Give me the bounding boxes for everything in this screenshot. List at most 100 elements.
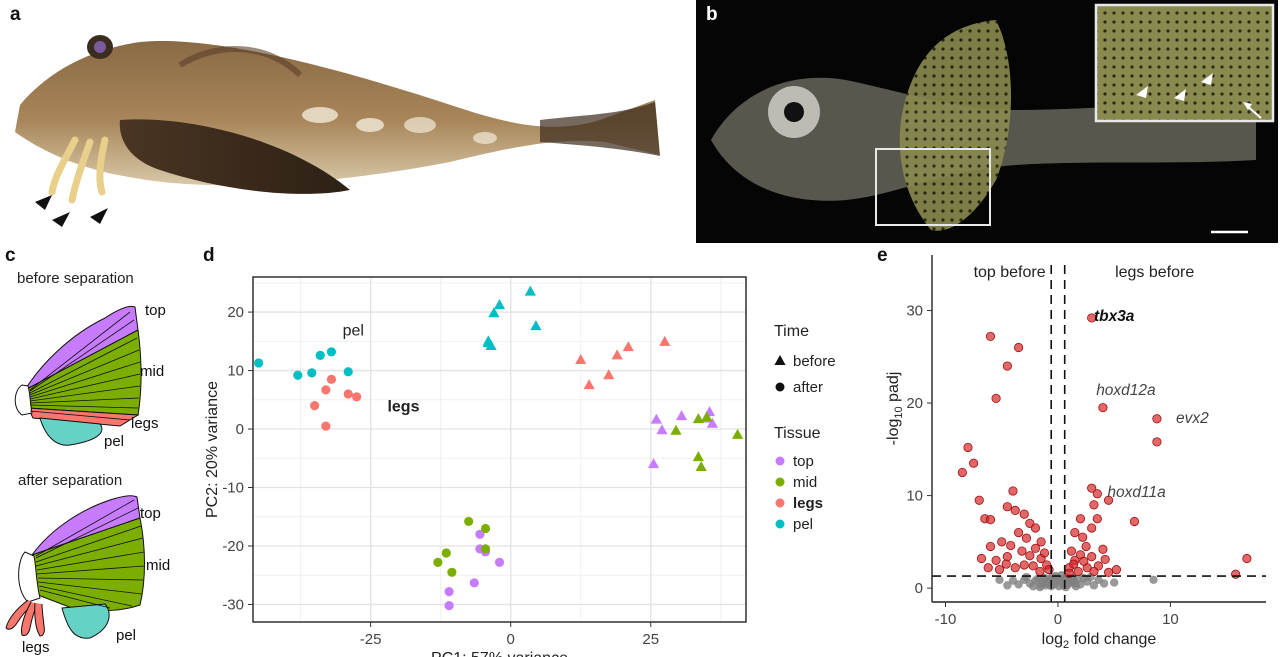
pca-scatter-plot: -25 0 25 -30 -20 -10 0 10 20 PC1: 57% variance PC2… (204, 276, 836, 657)
gene-point-sig (957, 467, 967, 478)
gene-label: hoxd11a (1107, 484, 1166, 501)
legend-swatch-mid (775, 477, 785, 487)
fish-tail (540, 102, 660, 156)
gene-point-sig (1087, 483, 1097, 493)
gene-point-sig (969, 458, 979, 468)
gene-point-sig (1103, 495, 1114, 505)
point-top-after (444, 586, 454, 597)
gene-point-sig (1087, 552, 1097, 562)
gene-point-ns (1029, 582, 1038, 591)
gene-point-sig (1070, 527, 1080, 538)
point-pel-before (524, 285, 536, 296)
point-mid-before (701, 411, 713, 422)
y-tick-label: 20 (906, 395, 923, 412)
gene-point-sig (1098, 544, 1108, 554)
legend-swatch-legs (775, 498, 785, 508)
gene-point-sig (963, 442, 973, 453)
annotation-label: pel (343, 322, 364, 339)
gene-point-sig (1081, 541, 1091, 552)
gene-point-sig (1028, 561, 1038, 571)
point-legs-before (575, 354, 587, 365)
volcano-plot: -10 0 10 0 10 20 30 log2 fold change -log10 padj… (885, 255, 1266, 651)
gene-point-sig (1089, 566, 1099, 577)
gene-point-ns (1089, 581, 1099, 590)
label-mid-before: mid (140, 363, 164, 380)
point-pel-after (315, 350, 325, 360)
gene-point-sig (1002, 361, 1012, 371)
point-pel-after (343, 367, 353, 377)
gene-point-ns (1099, 579, 1109, 588)
fin-ray-leg (96, 136, 109, 196)
gene-point-sig (994, 565, 1005, 575)
x-axis-label: log2 fold change (1042, 631, 1157, 651)
panel-letter-a: a (10, 4, 21, 25)
point-legs-before (583, 379, 595, 390)
gene-point-sig (1087, 523, 1097, 533)
pectoral-fin (899, 20, 1011, 231)
gene-point-sig (1010, 505, 1020, 515)
point-top-before (650, 413, 662, 424)
x-tick-label: 0 (1054, 611, 1062, 628)
gene-point-sig (1025, 551, 1035, 561)
gene-point-ns (1109, 578, 1119, 587)
point-top-after (444, 601, 454, 611)
y-tick-label: -10 (222, 480, 244, 497)
label-legs-after: legs (22, 639, 50, 655)
legend-circle-icon (775, 382, 785, 392)
fin-region-legs (27, 407, 140, 427)
gene-point-ns (1003, 581, 1012, 590)
point-top-before (706, 417, 718, 428)
panel-letter-b: b (706, 4, 718, 25)
fish-body (15, 40, 660, 186)
fin-ray-leg (48, 136, 79, 196)
gene-point-sig (1008, 486, 1018, 496)
point-mid-after (480, 523, 491, 534)
point-legs-before (659, 335, 671, 346)
gene-point-sig (1078, 532, 1088, 542)
gene-point-sig (1013, 527, 1024, 538)
point-pel-before (530, 320, 542, 331)
fin-after (5, 495, 145, 639)
gene-point-sig (985, 515, 996, 525)
gene-point-sig (1019, 509, 1029, 519)
fin-ray-leg (21, 601, 39, 636)
legend-tissue-title: Tissue (774, 425, 821, 442)
plot-frame (252, 276, 747, 623)
gene-point-sig (1089, 500, 1099, 510)
gene-point-sig (1111, 565, 1122, 575)
y-tick-label: 30 (906, 303, 923, 320)
point-pel-before (482, 337, 494, 348)
gene-point-ns (1038, 577, 1047, 586)
plot-area (253, 277, 746, 622)
point-pel-after (326, 347, 337, 357)
point-mid-after (447, 567, 457, 577)
y-tick-label: 10 (906, 488, 923, 505)
point-legs-after (352, 392, 362, 402)
point-mid-before (692, 413, 704, 424)
point-top-before (675, 410, 688, 421)
point-top-before (647, 458, 660, 469)
after-separation-title: after separation (18, 472, 123, 489)
gene-point-sig (1087, 313, 1097, 323)
sea-robin-photo (15, 35, 660, 227)
gene-point-ns (995, 575, 1004, 584)
panel-letter-d: d (203, 245, 215, 266)
before-separation-title: before separation (17, 270, 134, 287)
x-tick-label: -10 (935, 611, 957, 628)
label-pel-before: pel (104, 433, 124, 450)
gene-point-sig (1069, 559, 1079, 569)
point-mid-after (480, 544, 491, 554)
point-mid-after (433, 557, 443, 567)
y-tick-label: -20 (222, 538, 244, 555)
gene-point-sig (1035, 566, 1045, 577)
legend-time-label: after (793, 379, 823, 396)
fin-ray-leg (34, 602, 45, 637)
y-axis-label: -log10 padj (885, 372, 905, 446)
point-pel-before (493, 299, 506, 310)
gene-point-sig (1103, 567, 1114, 577)
gene-point-sig (1010, 563, 1020, 573)
point-legs-after (321, 385, 331, 395)
gene-point-sig (1073, 566, 1083, 577)
gene-point-sig (1036, 537, 1046, 547)
point-legs-before (603, 369, 615, 380)
